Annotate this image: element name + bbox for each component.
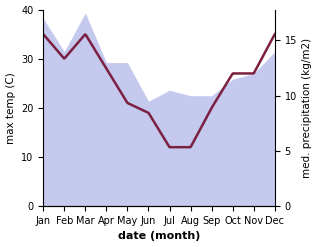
X-axis label: date (month): date (month)	[118, 231, 200, 242]
Y-axis label: max temp (C): max temp (C)	[5, 72, 16, 144]
Y-axis label: med. precipitation (kg/m2): med. precipitation (kg/m2)	[302, 38, 313, 178]
